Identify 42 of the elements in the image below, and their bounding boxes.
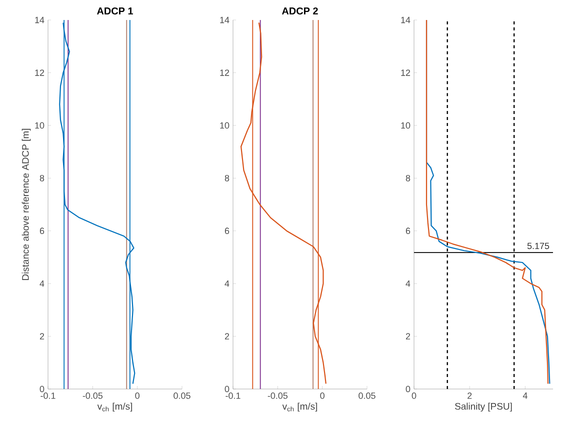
- y-tick-label: 12: [35, 70, 44, 76]
- y-tick-label: 10: [35, 122, 44, 129]
- y-tick-label: 10: [401, 122, 410, 129]
- y-tick-label: 6: [224, 228, 230, 234]
- x-axis-title: v$_{ch}$ [m/s]: [282, 402, 318, 412]
- x-tick-label: 0: [135, 392, 140, 399]
- y-tick-label: 12: [401, 70, 410, 76]
- y-tick-label: 2: [406, 333, 410, 340]
- y-tick-label: 4: [40, 280, 44, 287]
- x-tick-label: 0.05: [174, 392, 190, 399]
- y-tick-label: 2: [40, 333, 44, 340]
- x-axis-title: Salinity [PSU]: [455, 402, 512, 412]
- y-tick-label: 0: [406, 386, 410, 392]
- y-tick-label: 14: [35, 16, 44, 24]
- y-tick-label: 2: [224, 333, 230, 340]
- y-tick-label: 14: [401, 16, 410, 24]
- y-tick-label: 0: [224, 386, 230, 392]
- chart-title: ADCP 2: [282, 7, 318, 14]
- x-tick-label: 0: [412, 392, 416, 399]
- y-tick-label: 6: [406, 228, 410, 234]
- x-axis-title: v$_{ch}$ [m/s]: [97, 402, 132, 412]
- x-tick-label: -0.1: [226, 392, 240, 399]
- x-tick-label: 0: [320, 392, 324, 399]
- y-tick-label: 10: [220, 122, 230, 129]
- chart-title: ADCP 1: [96, 7, 133, 14]
- y-tick-label: 4: [406, 280, 410, 287]
- y-tick-label: 0: [40, 386, 44, 392]
- x-tick-label: 2: [468, 392, 472, 399]
- x-tick-label: -0.1: [40, 392, 56, 399]
- y-tick-label: 14: [220, 16, 230, 24]
- y-tick-label: 12: [220, 70, 230, 76]
- ref-line-label: 5.175: [527, 242, 550, 250]
- y-tick-label: 8: [40, 174, 44, 182]
- x-tick-label: 0.05: [358, 392, 376, 399]
- x-tick-label: 4: [522, 392, 528, 399]
- y-tick-label: 8: [406, 174, 410, 182]
- y-tick-label: 8: [224, 174, 230, 182]
- y-axis-title: Distance above reference ADCP [m]: [22, 128, 31, 280]
- y-tick-label: 6: [40, 228, 44, 234]
- y-tick-label: 4: [224, 280, 230, 287]
- x-tick-label: -0.05: [268, 392, 288, 399]
- x-tick-label: -0.05: [82, 392, 103, 399]
